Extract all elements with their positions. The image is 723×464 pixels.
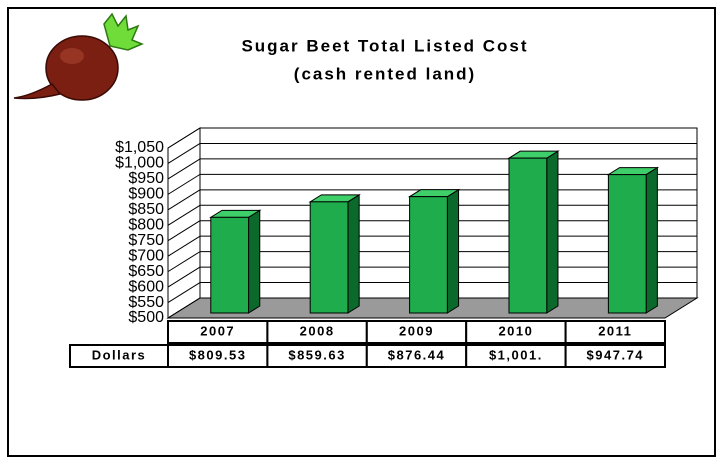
y-tick-label: $600 bbox=[128, 278, 164, 295]
chart-subtitle: (cash rented land) bbox=[294, 64, 476, 83]
value-label: $1,001. bbox=[489, 347, 543, 362]
table-header: Dollars bbox=[92, 347, 147, 362]
value-label: $809.53 bbox=[189, 347, 247, 362]
y-tick-label: $800 bbox=[128, 216, 164, 233]
value-label: $876.44 bbox=[388, 347, 446, 362]
bar bbox=[607, 174, 647, 314]
x-tick-label: 2009 bbox=[399, 323, 434, 338]
x-tick-label: 2011 bbox=[598, 323, 632, 338]
y-tick-label: $1,050 bbox=[115, 139, 164, 156]
x-tick-label: 2008 bbox=[300, 323, 335, 338]
y-tick-label: $1,000 bbox=[115, 155, 164, 172]
side-grid-line bbox=[167, 235, 201, 257]
bar-side bbox=[347, 193, 360, 314]
value-label: $947.74 bbox=[587, 347, 645, 362]
value-label: $859.63 bbox=[288, 347, 346, 362]
side-grid-line bbox=[167, 189, 201, 211]
y-tick-label: $750 bbox=[128, 232, 164, 249]
chart-title: Sugar Beet Total Listed Cost bbox=[241, 36, 528, 55]
side-grid-line bbox=[167, 143, 201, 164]
y-tick-label: $700 bbox=[128, 247, 164, 264]
bar bbox=[309, 201, 349, 314]
x-tick-label: 2007 bbox=[200, 323, 235, 338]
side-grid-line bbox=[167, 158, 201, 180]
y-tick-label: $850 bbox=[128, 201, 164, 218]
side-grid-line bbox=[167, 266, 201, 288]
bar bbox=[210, 216, 250, 314]
category-cell bbox=[564, 320, 666, 344]
x-tick-label: 2010 bbox=[498, 323, 533, 338]
bar-side bbox=[446, 188, 460, 314]
bar-side bbox=[248, 209, 261, 314]
side-grid-line bbox=[167, 297, 201, 319]
y-tick-label: $500 bbox=[128, 309, 164, 326]
beet-icon bbox=[13, 12, 144, 101]
side-grid-line bbox=[167, 204, 201, 226]
side-grid-line bbox=[167, 173, 201, 195]
y-tick-label: $650 bbox=[128, 263, 164, 280]
value-cell bbox=[564, 344, 666, 368]
y-tick-label: $950 bbox=[128, 170, 164, 187]
bar bbox=[409, 196, 448, 314]
bar-side bbox=[645, 166, 658, 314]
y-tick-label: $550 bbox=[128, 294, 164, 311]
y-tick-label: $900 bbox=[128, 186, 164, 203]
side-grid-line bbox=[167, 251, 201, 273]
bar bbox=[508, 157, 548, 314]
side-grid-line bbox=[167, 127, 201, 149]
side-wall bbox=[167, 127, 201, 319]
side-grid-line bbox=[167, 282, 201, 303]
side-grid-line bbox=[167, 220, 201, 242]
bar-side bbox=[546, 150, 559, 314]
